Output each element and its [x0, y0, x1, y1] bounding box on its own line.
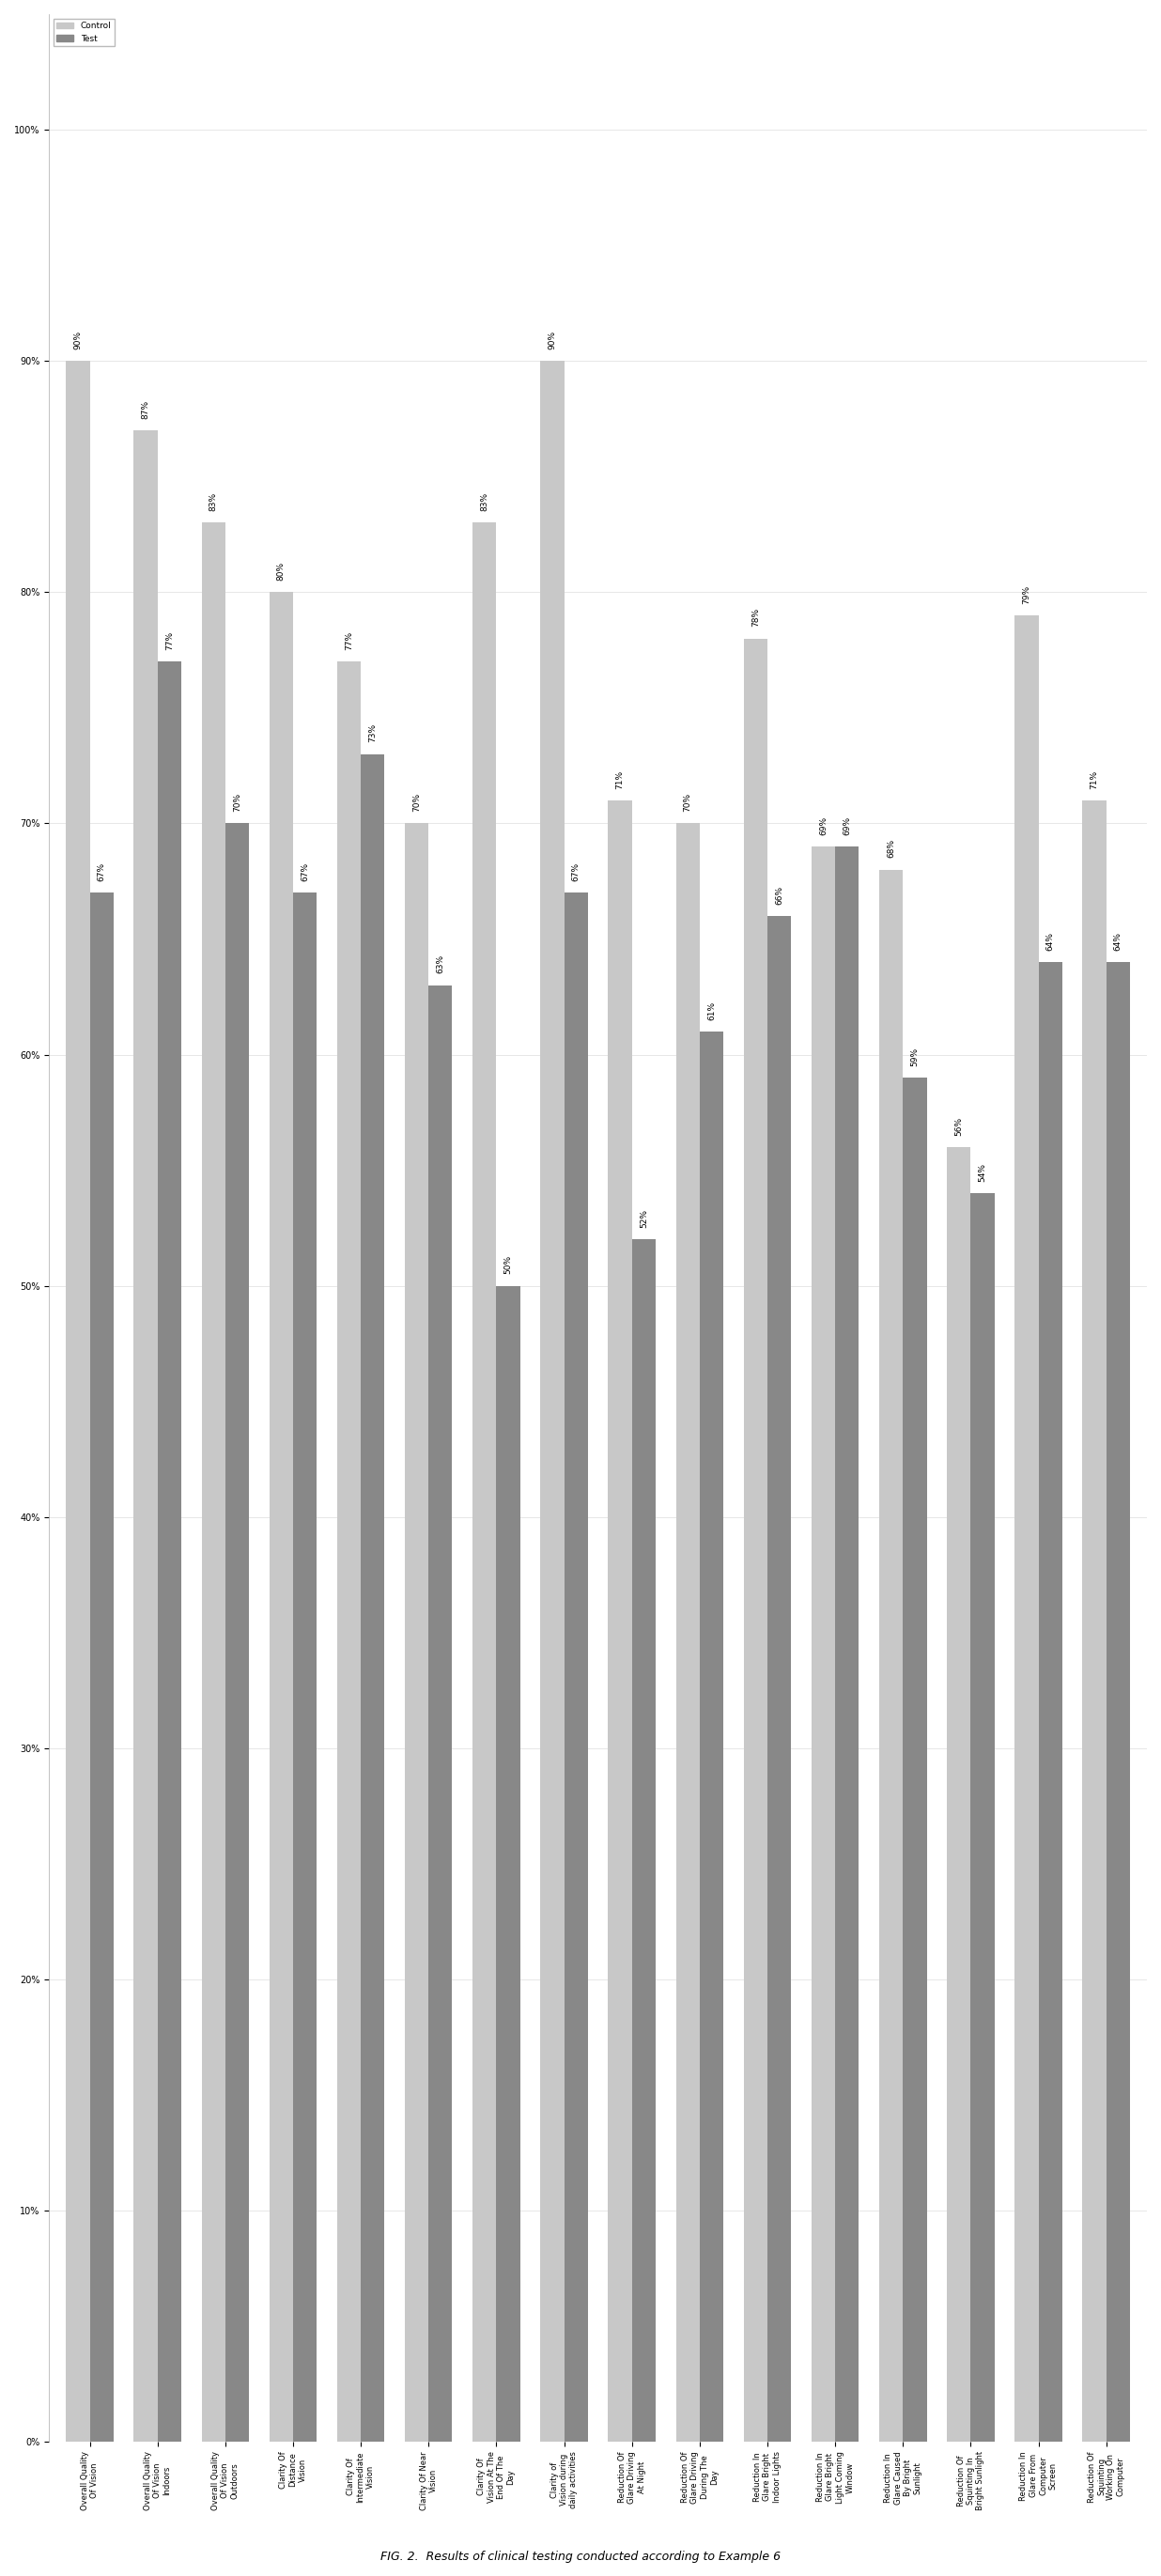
Bar	[947, 1146, 971, 2442]
Bar	[497, 1285, 520, 2442]
Bar	[903, 1077, 926, 2442]
Text: 63%: 63%	[437, 956, 445, 974]
Bar	[66, 361, 89, 2442]
Text: 56%: 56%	[954, 1115, 964, 1136]
Text: 83%: 83%	[481, 492, 489, 510]
Bar	[744, 639, 767, 2442]
Bar	[1106, 961, 1130, 2442]
Text: 71%: 71%	[615, 770, 625, 788]
Legend: Control, Test: Control, Test	[53, 18, 115, 46]
Text: 87%: 87%	[142, 399, 150, 420]
Bar	[971, 1193, 995, 2442]
Text: 70%: 70%	[233, 793, 241, 811]
Bar	[293, 894, 317, 2442]
Bar	[428, 984, 453, 2442]
Bar	[835, 848, 859, 2442]
Bar	[225, 824, 248, 2442]
Text: 73%: 73%	[368, 724, 377, 742]
Bar	[608, 801, 632, 2442]
Bar	[632, 1239, 656, 2442]
Bar	[134, 430, 158, 2442]
Bar	[564, 894, 587, 2442]
Bar	[473, 523, 497, 2442]
Bar	[89, 894, 114, 2442]
Text: 69%: 69%	[843, 817, 851, 835]
Text: 78%: 78%	[751, 608, 759, 626]
Text: 83%: 83%	[209, 492, 217, 510]
Text: 68%: 68%	[887, 840, 895, 858]
Text: FIG. 2.  Results of clinical testing conducted according to Example 6: FIG. 2. Results of clinical testing cond…	[381, 2550, 780, 2563]
Bar	[405, 824, 428, 2442]
Text: 69%: 69%	[820, 817, 828, 835]
Bar	[700, 1030, 723, 2442]
Text: 61%: 61%	[707, 1002, 715, 1020]
Text: 77%: 77%	[165, 631, 174, 649]
Bar	[269, 592, 293, 2442]
Text: 80%: 80%	[277, 562, 286, 580]
Bar	[1038, 961, 1062, 2442]
Bar	[812, 848, 835, 2442]
Text: 67%: 67%	[571, 863, 580, 881]
Text: 67%: 67%	[98, 863, 106, 881]
Text: 77%: 77%	[345, 631, 353, 649]
Text: 66%: 66%	[776, 886, 784, 904]
Bar	[158, 662, 181, 2442]
Text: 71%: 71%	[1090, 770, 1098, 788]
Text: 79%: 79%	[1023, 585, 1031, 603]
Bar	[337, 662, 361, 2442]
Bar	[676, 824, 700, 2442]
Bar	[540, 361, 564, 2442]
Text: 64%: 64%	[1046, 933, 1054, 951]
Text: 50%: 50%	[504, 1255, 512, 1275]
Bar	[1082, 801, 1106, 2442]
Bar	[361, 755, 384, 2442]
Text: 90%: 90%	[73, 330, 82, 350]
Text: 70%: 70%	[412, 793, 421, 811]
Text: 70%: 70%	[684, 793, 692, 811]
Text: 52%: 52%	[640, 1208, 648, 1229]
Text: 90%: 90%	[548, 330, 556, 350]
Bar	[1015, 616, 1038, 2442]
Bar	[767, 917, 791, 2442]
Text: 67%: 67%	[301, 863, 309, 881]
Text: 54%: 54%	[979, 1162, 987, 1182]
Bar	[202, 523, 225, 2442]
Bar	[879, 871, 903, 2442]
Text: 59%: 59%	[910, 1048, 920, 1066]
Text: 64%: 64%	[1113, 933, 1123, 951]
